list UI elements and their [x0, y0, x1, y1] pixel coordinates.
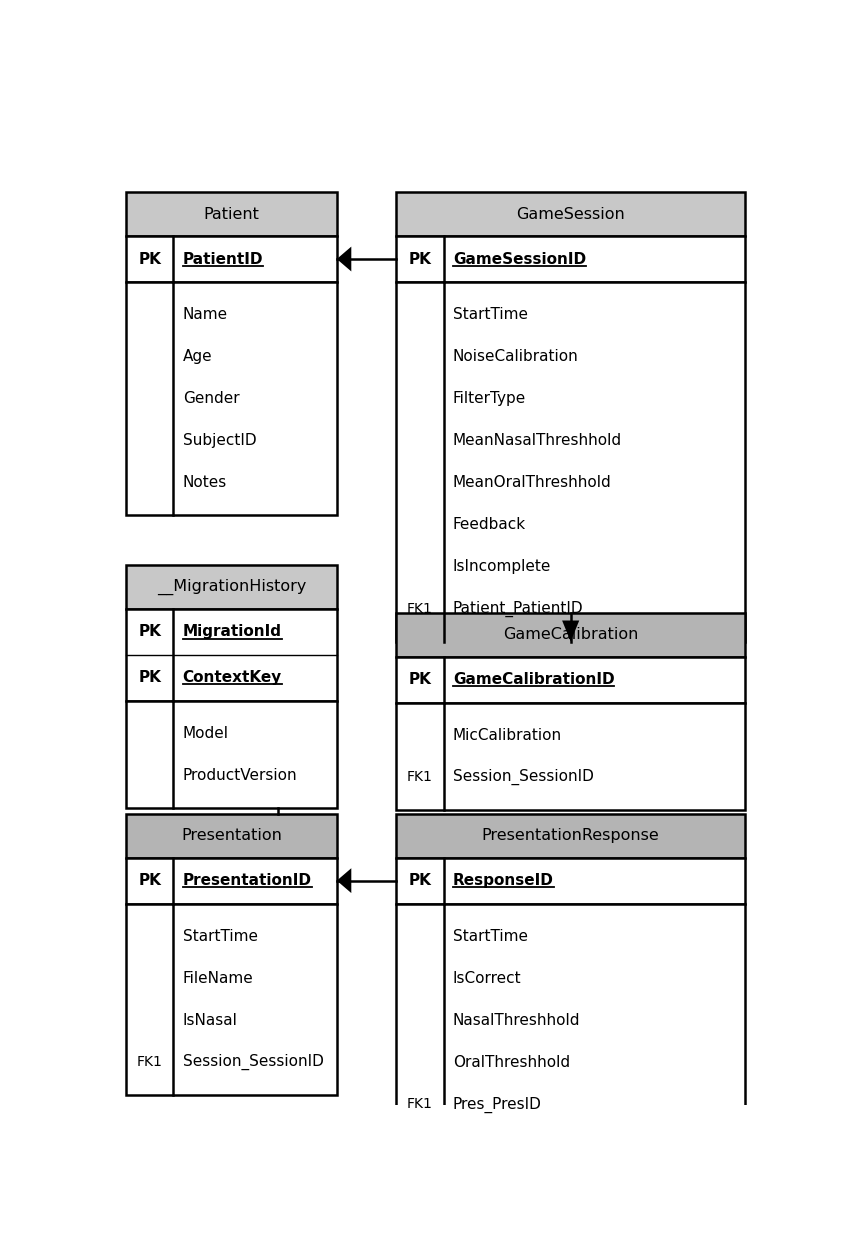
- Text: PK: PK: [139, 252, 162, 267]
- Bar: [396, 904, 745, 1136]
- Text: Session_SessionID: Session_SessionID: [183, 1054, 324, 1071]
- Text: NasalThreshhold: NasalThreshhold: [453, 1012, 581, 1028]
- Text: FK1: FK1: [407, 602, 433, 616]
- Bar: [126, 193, 337, 236]
- Text: FK1: FK1: [407, 1098, 433, 1112]
- Bar: [396, 236, 745, 282]
- Text: PK: PK: [139, 671, 162, 686]
- Text: Gender: Gender: [183, 391, 240, 406]
- Text: ResponseID: ResponseID: [453, 873, 553, 888]
- Text: PK: PK: [139, 625, 162, 640]
- Text: GameCalibrationID: GameCalibrationID: [453, 672, 615, 687]
- Text: FileName: FileName: [183, 971, 253, 986]
- Text: __MigrationHistory: __MigrationHistory: [156, 579, 306, 595]
- Text: Patient_PatientID: Patient_PatientID: [453, 601, 583, 617]
- Bar: [396, 657, 745, 703]
- Text: GameSessionID: GameSessionID: [453, 252, 586, 267]
- Text: Name: Name: [183, 307, 228, 322]
- Text: GameSession: GameSession: [516, 206, 625, 221]
- Text: MigrationId: MigrationId: [183, 625, 281, 640]
- Bar: [396, 703, 745, 810]
- Text: MeanOralThreshhold: MeanOralThreshhold: [453, 476, 611, 491]
- Text: Pres_PresID: Pres_PresID: [453, 1097, 541, 1113]
- Bar: [126, 858, 337, 904]
- Text: OralThreshhold: OralThreshhold: [453, 1054, 570, 1069]
- Bar: [126, 904, 337, 1095]
- Text: IsNasal: IsNasal: [183, 1012, 237, 1028]
- Bar: [126, 565, 337, 609]
- Polygon shape: [562, 621, 579, 642]
- Text: MeanNasalThreshhold: MeanNasalThreshhold: [453, 433, 622, 448]
- Text: Presentation: Presentation: [181, 828, 282, 843]
- Polygon shape: [337, 868, 351, 893]
- Text: IsCorrect: IsCorrect: [453, 971, 521, 986]
- Text: Notes: Notes: [183, 476, 227, 491]
- Text: FK1: FK1: [137, 1056, 162, 1069]
- Bar: [396, 193, 745, 236]
- Bar: [396, 612, 745, 657]
- Bar: [396, 814, 745, 858]
- Polygon shape: [337, 247, 351, 272]
- Bar: [126, 236, 337, 282]
- Text: IsIncomplete: IsIncomplete: [453, 559, 551, 575]
- Text: Model: Model: [183, 725, 229, 741]
- Text: PresentationID: PresentationID: [183, 873, 312, 888]
- Bar: [126, 282, 337, 515]
- Text: PresentationResponse: PresentationResponse: [482, 828, 660, 843]
- Bar: [126, 700, 337, 809]
- Bar: [396, 282, 745, 642]
- Text: FK1: FK1: [407, 770, 433, 785]
- Text: PK: PK: [139, 873, 162, 888]
- Text: Session_SessionID: Session_SessionID: [453, 769, 593, 785]
- Bar: [126, 814, 337, 858]
- Text: NoiseCalibration: NoiseCalibration: [453, 349, 579, 364]
- Text: ContextKey: ContextKey: [183, 671, 282, 686]
- Text: PK: PK: [408, 672, 431, 687]
- Text: PatientID: PatientID: [183, 252, 264, 267]
- Text: StartTime: StartTime: [183, 929, 258, 944]
- Text: SubjectID: SubjectID: [183, 433, 257, 448]
- Bar: [126, 609, 337, 700]
- Text: PK: PK: [408, 873, 431, 888]
- Text: PK: PK: [408, 252, 431, 267]
- Text: StartTime: StartTime: [453, 929, 528, 944]
- Bar: [396, 858, 745, 904]
- Text: Patient: Patient: [203, 206, 259, 221]
- Text: ProductVersion: ProductVersion: [183, 768, 298, 782]
- Text: StartTime: StartTime: [453, 307, 528, 322]
- Text: MicCalibration: MicCalibration: [453, 728, 562, 743]
- Text: Age: Age: [183, 349, 212, 364]
- Text: Feedback: Feedback: [453, 518, 526, 533]
- Text: FilterType: FilterType: [453, 391, 526, 406]
- Text: GameCalibration: GameCalibration: [503, 627, 638, 642]
